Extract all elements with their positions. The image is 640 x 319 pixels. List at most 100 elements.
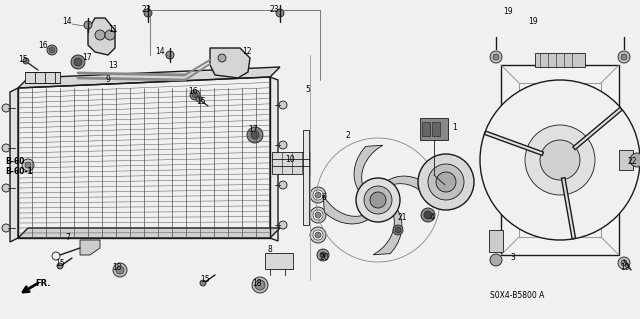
Text: S0X4-B5800 A: S0X4-B5800 A xyxy=(490,291,545,300)
Text: 18: 18 xyxy=(112,263,122,272)
Circle shape xyxy=(57,263,63,269)
Circle shape xyxy=(618,51,630,63)
Text: 10: 10 xyxy=(285,155,294,165)
Circle shape xyxy=(279,101,287,109)
Circle shape xyxy=(144,9,152,17)
Polygon shape xyxy=(354,145,383,197)
Circle shape xyxy=(2,144,10,152)
Circle shape xyxy=(192,92,198,98)
Circle shape xyxy=(247,127,263,143)
Text: 11: 11 xyxy=(108,26,118,34)
Bar xyxy=(303,130,309,225)
Circle shape xyxy=(630,153,640,167)
Text: 4: 4 xyxy=(430,213,435,222)
Circle shape xyxy=(621,260,627,266)
Circle shape xyxy=(364,186,392,214)
Text: 15: 15 xyxy=(18,56,28,64)
Text: 13: 13 xyxy=(108,61,118,70)
Text: 18: 18 xyxy=(252,278,262,287)
Circle shape xyxy=(421,208,435,222)
Bar xyxy=(489,230,503,252)
Text: 16: 16 xyxy=(38,41,47,50)
Circle shape xyxy=(49,47,55,53)
Circle shape xyxy=(428,164,464,200)
Circle shape xyxy=(621,54,627,60)
Circle shape xyxy=(23,58,29,64)
Polygon shape xyxy=(373,203,402,255)
Circle shape xyxy=(315,232,321,238)
Circle shape xyxy=(310,187,326,203)
Bar xyxy=(265,253,293,269)
Text: 15: 15 xyxy=(196,98,205,107)
Circle shape xyxy=(490,254,502,266)
Circle shape xyxy=(313,210,323,220)
Text: 9: 9 xyxy=(105,76,110,85)
Text: 5: 5 xyxy=(305,85,310,94)
Polygon shape xyxy=(18,67,280,88)
Bar xyxy=(432,122,440,136)
Circle shape xyxy=(310,227,326,243)
Polygon shape xyxy=(18,228,280,238)
Circle shape xyxy=(95,30,105,40)
Circle shape xyxy=(196,96,202,102)
Text: 19: 19 xyxy=(528,18,538,26)
Polygon shape xyxy=(501,65,619,255)
Circle shape xyxy=(493,54,499,60)
Text: 16: 16 xyxy=(188,87,198,97)
Text: 7: 7 xyxy=(65,234,70,242)
Circle shape xyxy=(74,58,82,66)
Text: 19: 19 xyxy=(503,8,513,17)
Circle shape xyxy=(356,178,400,222)
Circle shape xyxy=(255,280,265,290)
Text: FR.: FR. xyxy=(35,279,51,288)
Polygon shape xyxy=(80,240,100,255)
Polygon shape xyxy=(88,18,115,55)
Polygon shape xyxy=(210,48,250,78)
Text: 20: 20 xyxy=(320,254,330,263)
Circle shape xyxy=(2,184,10,192)
Circle shape xyxy=(116,266,124,274)
Circle shape xyxy=(395,227,401,233)
Circle shape xyxy=(320,252,326,258)
Circle shape xyxy=(200,280,206,286)
Circle shape xyxy=(313,190,323,200)
Polygon shape xyxy=(381,176,433,205)
Text: 21: 21 xyxy=(398,213,408,222)
Circle shape xyxy=(105,30,115,40)
Circle shape xyxy=(2,224,10,232)
Circle shape xyxy=(2,104,10,112)
Text: 2: 2 xyxy=(345,130,349,139)
Bar xyxy=(422,122,430,136)
Circle shape xyxy=(84,21,92,29)
Circle shape xyxy=(166,51,174,59)
Circle shape xyxy=(317,249,329,261)
Polygon shape xyxy=(10,88,18,242)
Text: 1: 1 xyxy=(452,123,457,132)
Circle shape xyxy=(190,90,200,100)
Circle shape xyxy=(251,131,259,139)
Circle shape xyxy=(276,9,284,17)
Text: 19: 19 xyxy=(620,263,630,272)
Circle shape xyxy=(252,277,268,293)
Circle shape xyxy=(279,221,287,229)
Text: 17: 17 xyxy=(248,125,258,135)
Circle shape xyxy=(315,212,321,218)
Circle shape xyxy=(47,45,57,55)
Circle shape xyxy=(480,80,640,240)
Text: 14: 14 xyxy=(62,18,72,26)
Text: 8: 8 xyxy=(268,246,273,255)
Text: 3: 3 xyxy=(510,254,515,263)
Circle shape xyxy=(525,125,595,195)
Circle shape xyxy=(310,207,326,223)
Text: 23: 23 xyxy=(270,5,280,14)
Circle shape xyxy=(540,140,580,180)
Polygon shape xyxy=(270,77,278,241)
Text: 14: 14 xyxy=(155,48,164,56)
Circle shape xyxy=(25,162,31,168)
Circle shape xyxy=(279,141,287,149)
Bar xyxy=(535,53,585,67)
Polygon shape xyxy=(323,195,376,224)
Text: 15: 15 xyxy=(200,276,210,285)
Bar xyxy=(420,118,448,140)
Circle shape xyxy=(279,181,287,189)
